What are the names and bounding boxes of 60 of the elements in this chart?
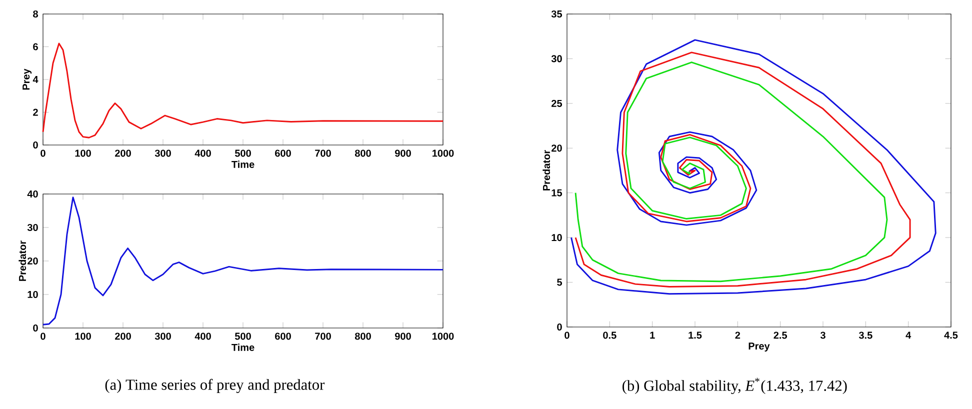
y-tick-label: 0 [557,323,562,331]
y-tick-label: 10 [28,290,38,298]
y-tick-label: 2 [33,108,38,116]
x-tick-label: 100 [75,332,91,340]
x-tick-label: 1000 [432,150,454,157]
x-tick-label: 700 [315,332,331,340]
y-axis-title: Predator [542,150,550,190]
x-tick-label: 2 [735,332,740,339]
x-tick-label: 800 [354,332,371,340]
x-tick-label: 300 [154,332,171,340]
y-axis-title: Predator [18,240,26,281]
y-tick-label: 30 [27,224,38,232]
x-tick-label: 400 [194,332,211,340]
y-tick-label: 8 [33,10,38,18]
x-tick-label: 900 [395,332,411,340]
y-tick-label: 0 [33,324,38,332]
x-tick-label: 700 [315,150,331,157]
x-axis-title: Prey [748,342,770,352]
x-tick-label: 600 [275,150,291,157]
x-tick-label: 4.5 [944,332,958,339]
x-tick-label: 1.5 [688,332,702,339]
y-tick-label: 20 [28,257,38,265]
text: (b) Global stability, E$^{*}$(1.433, 17.42) [622,378,847,394]
x-tick-label: 0 [40,332,46,340]
x-tick-label: 200 [115,332,131,340]
x-tick-label: 3 [820,332,826,339]
x-axis-title: Time [232,344,254,351]
x-tick-label: 500 [234,332,251,340]
y-tick-label: 0 [33,141,38,149]
y-tick-label: 35 [551,10,562,18]
y-tick-label: 5 [557,278,562,286]
x-tick-label: 3.5 [858,332,872,339]
x-tick-label: 1 [650,332,655,339]
x-tick-label: 500 [234,150,251,157]
x-tick-label: 2.5 [774,332,788,339]
y-tick-label: 20 [552,144,562,152]
text: (a) Time series of prey and predator [105,378,325,394]
x-tick-label: 300 [154,150,171,157]
x-tick-label: 200 [115,150,131,157]
x-tick-label: 0.5 [603,332,616,339]
x-tick-label: 400 [194,150,211,157]
x-tick-label: 4 [906,332,912,339]
x-axis-title: Time [232,160,254,168]
x-tick-label: 100 [75,150,91,157]
x-tick-label: 600 [275,332,291,340]
x-tick-label: 800 [354,150,371,157]
y-tick-label: 10 [552,234,562,242]
y-tick-label: 4 [32,76,38,83]
x-tick-label: 0 [40,150,46,157]
y-tick-label: 40 [27,190,38,198]
x-tick-label: 0 [564,332,570,339]
line-series [42,196,444,326]
x-tick-label: 1000 [432,332,454,340]
x-tick-label: 900 [395,150,411,157]
y-axis-title: Prey [22,68,32,90]
y-tick-label: 30 [551,55,562,62]
y-tick-label: 15 [552,189,562,196]
y-tick-label: 25 [552,100,562,107]
line-series [570,39,936,295]
y-tick-label: 6 [33,43,38,50]
